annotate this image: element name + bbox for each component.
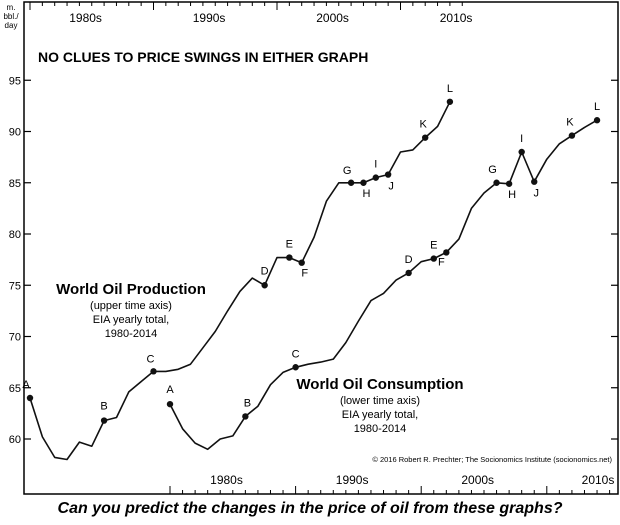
consumption-point-H — [505, 180, 513, 187]
consumption-point-label: L — [594, 101, 600, 113]
upper-axis-label: 1980s — [69, 11, 102, 25]
y-unit-line3: day — [5, 21, 18, 30]
production-series-name: World Oil Production — [56, 281, 206, 298]
upper-axis-label: 2000s — [316, 11, 349, 25]
chart-caption: Can you predict the changes in the price… — [57, 500, 563, 517]
production-point-label: E — [286, 239, 293, 251]
y-tick-label: 70 — [9, 332, 21, 344]
consumption-point-label: E — [430, 240, 437, 252]
consumption-note-1: (lower time axis) — [340, 395, 420, 407]
consumption-point-F — [443, 249, 450, 256]
lower-axis-label: 1990s — [336, 473, 369, 487]
consumption-point-label: K — [566, 117, 574, 129]
consumption-point-label: D — [405, 254, 413, 266]
consumption-point-label: J — [533, 188, 539, 200]
production-line — [29, 101, 451, 461]
consumption-point-D — [405, 269, 412, 277]
production-point-E — [286, 254, 293, 261]
y-tick-label: 80 — [9, 229, 21, 241]
consumption-point-A — [166, 400, 174, 408]
production-point-label: B — [100, 401, 107, 413]
production-point-D — [261, 282, 268, 289]
consumption-note-2: EIA yearly total, — [342, 409, 418, 421]
y-unit-line1: m. — [7, 3, 16, 12]
consumption-point-G — [493, 179, 500, 186]
consumption-point-label: C — [292, 348, 300, 360]
headline: NO CLUES TO PRICE SWINGS IN EITHER GRAPH — [38, 49, 368, 65]
production-point-H — [360, 179, 367, 186]
consumption-point-label: H — [508, 189, 516, 201]
production-point-A — [26, 394, 34, 402]
y-tick-label: 85 — [9, 178, 21, 190]
consumption-series-name: World Oil Consumption — [296, 376, 463, 393]
lower-axis-label: 2000s — [461, 473, 494, 487]
upper-axis-label: 1990s — [193, 11, 226, 25]
production-note-3: 1980-2014 — [105, 328, 158, 340]
plot-frame — [23, 1, 619, 495]
production-note-1: (upper time axis) — [90, 300, 172, 312]
y-tick-label: 75 — [9, 280, 21, 292]
consumption-point-I — [518, 148, 525, 156]
consumption-point-label: B — [244, 397, 251, 409]
consumption-point-C — [292, 364, 299, 371]
consumption-point-label: F — [438, 256, 445, 268]
y-tick-label: 60 — [9, 434, 21, 446]
consumption-point-label: G — [488, 164, 497, 176]
y-tick-label: 90 — [9, 127, 21, 139]
production-point-label: D — [261, 265, 269, 277]
production-point-label: H — [362, 188, 370, 200]
production-point-I — [372, 174, 379, 181]
credit: © 2016 Robert R. Prechter; The Socionomi… — [372, 455, 612, 464]
upper-axis-label: 2010s — [440, 11, 473, 25]
production-point-label: G — [343, 165, 352, 177]
y-tick-label: 95 — [9, 75, 21, 87]
consumption-point-B — [242, 413, 249, 420]
production-point-label: A — [22, 379, 30, 391]
oil-chart: 60 65 70 75 80 85 90 95 1980s 1990s 2000s 2010s 19… — [3, 1, 619, 495]
production-point-label: K — [420, 119, 428, 131]
production-point-label: J — [388, 181, 394, 193]
consumption-point-E — [430, 255, 437, 262]
y-unit-line2: bbl./ — [3, 12, 19, 21]
production-point-label: F — [301, 268, 308, 280]
production-point-J — [384, 171, 392, 178]
consumption-point-K — [568, 132, 576, 139]
production-point-C — [150, 368, 157, 375]
lower-axis-label: 1980s — [210, 473, 243, 487]
production-note-2: EIA yearly total, — [93, 314, 169, 326]
consumption-note-3: 1980-2014 — [354, 423, 407, 435]
production-point-label: C — [147, 353, 155, 365]
consumption-point-L — [593, 117, 601, 124]
lower-axis-label: 2010s — [582, 473, 615, 487]
production-point-F — [298, 259, 305, 266]
production-point-label: L — [447, 83, 453, 95]
consumption-point-label: I — [520, 133, 523, 145]
production-point-B — [100, 417, 108, 424]
production-point-K — [422, 134, 429, 141]
y-tick-label: 65 — [9, 383, 21, 395]
production-point-label: I — [374, 159, 377, 171]
consumption-line — [169, 119, 598, 451]
consumption-point-J — [531, 178, 538, 185]
production-point-G — [347, 179, 355, 186]
consumption-point-label: A — [166, 384, 174, 396]
production-point-L — [446, 98, 454, 105]
